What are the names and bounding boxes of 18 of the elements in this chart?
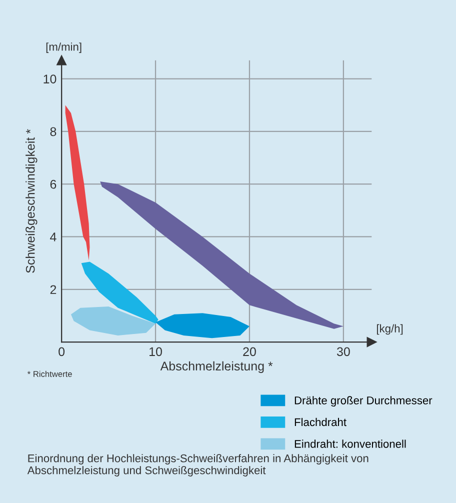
- y-tick-label: 2: [50, 285, 56, 294]
- x-tick-label: 10: [150, 347, 162, 356]
- text: [kg/h]: [376, 324, 403, 335]
- y-tick-label: 6: [50, 180, 56, 189]
- y-tick-label: 4: [50, 232, 56, 242]
- x-tick-label: 20: [243, 347, 256, 356]
- y-axis-title: Schweißgeschwindigkeit *: [26, 129, 38, 273]
- legend-label: Flachdraht: [294, 418, 346, 426]
- text: Einordnung der Hochleistungs-Schweißverfahren in Abhängigkeit von Abschmelzleistung und Schweißgeschwindigkeit: [27, 454, 368, 476]
- text: * Richtwerte: [27, 370, 72, 377]
- y-tick-label: 10: [44, 74, 56, 84]
- legend-label: Eindraht: konventionell: [294, 440, 406, 448]
- legend-label: Drähte großer Durchmesser: [294, 396, 432, 407]
- x-tick-label: 30: [336, 347, 350, 356]
- y-tick-label: 8: [50, 127, 56, 136]
- x-axis-title: Abschmelzleistung *: [160, 361, 273, 373]
- x-tick-label: 0: [58, 347, 65, 356]
- text: [m/min]: [46, 42, 82, 53]
